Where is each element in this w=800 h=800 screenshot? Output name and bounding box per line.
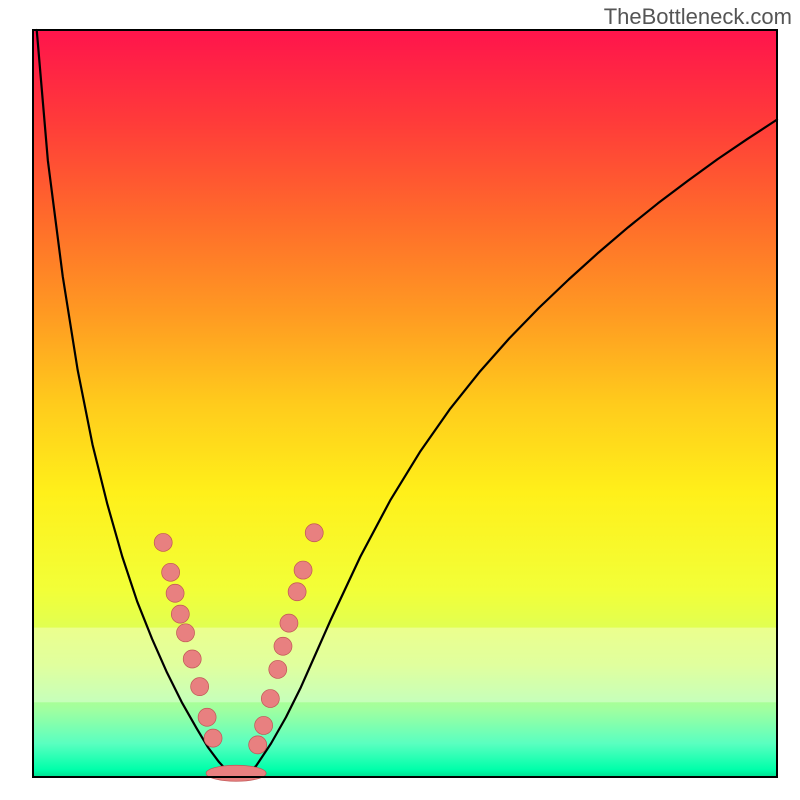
bead-marker xyxy=(177,624,195,642)
watermark-text: TheBottleneck.com xyxy=(604,4,792,30)
bead-marker xyxy=(204,729,222,747)
bead-marker xyxy=(255,716,273,734)
bead-marker xyxy=(294,561,312,579)
bead-marker xyxy=(305,524,323,542)
bead-marker xyxy=(191,678,209,696)
plot-area xyxy=(33,30,777,781)
bead-marker xyxy=(171,605,189,623)
bead-marker xyxy=(249,736,267,754)
chart-root: TheBottleneck.com xyxy=(0,0,800,800)
bead-marker xyxy=(154,533,172,551)
bead-marker xyxy=(183,650,201,668)
bead-marker xyxy=(269,660,287,678)
whitish-band xyxy=(33,628,777,703)
bead-marker xyxy=(288,583,306,601)
bead-marker xyxy=(261,690,279,708)
bead-marker xyxy=(162,563,180,581)
bead-marker xyxy=(280,614,298,632)
bead-marker xyxy=(198,708,216,726)
bead-pill xyxy=(206,765,266,781)
chart-svg xyxy=(0,0,800,800)
bead-marker xyxy=(166,584,184,602)
bead-marker xyxy=(274,637,292,655)
